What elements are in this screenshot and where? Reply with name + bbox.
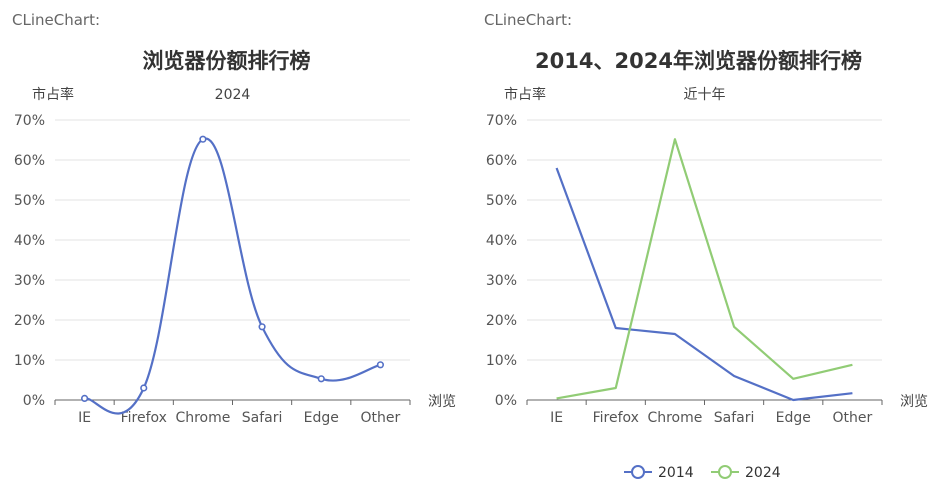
x-tick-label: Other bbox=[833, 410, 873, 426]
y-tick-label: 30% bbox=[486, 273, 517, 289]
panel-caption: CLineChart: bbox=[12, 11, 101, 29]
x-tick-label: IE bbox=[78, 410, 91, 426]
x-tick-label: Edge bbox=[776, 410, 811, 426]
panel-caption: CLineChart: bbox=[484, 11, 573, 29]
y-tick-label: 0% bbox=[495, 393, 517, 409]
x-tick-label: Edge bbox=[304, 410, 339, 426]
y-tick-label: 50% bbox=[486, 193, 517, 209]
y-tick-label: 30% bbox=[14, 273, 45, 289]
legend-label: 2024 bbox=[745, 465, 781, 481]
x-tick-label: Safari bbox=[714, 410, 755, 426]
y-axis-label: 市占率 bbox=[32, 86, 74, 103]
legend-label: 2014 bbox=[658, 465, 694, 481]
x-tick-label: IE bbox=[550, 410, 563, 426]
chart-subtitle: 近十年 bbox=[684, 87, 726, 103]
y-tick-label: 0% bbox=[23, 393, 45, 409]
y-tick-label: 10% bbox=[14, 353, 45, 369]
y-tick-label: 20% bbox=[14, 313, 45, 329]
x-tick-label: Chrome bbox=[647, 410, 702, 426]
series-line bbox=[556, 138, 853, 400]
legend-marker-icon bbox=[718, 465, 732, 479]
x-axis-label: 浏览 bbox=[900, 394, 928, 410]
chart-title: 2014、2024年浏览器份额排行榜 bbox=[535, 49, 862, 73]
chart-subtitle: 2024 bbox=[215, 87, 251, 103]
data-point bbox=[258, 323, 266, 331]
x-axis-label: 浏览 bbox=[428, 394, 456, 410]
chart-panel-left: CLineChart: 浏览器份额排行榜 2024 市占率浏览 0% 10% 20% 30%… bbox=[0, 0, 468, 492]
data-point bbox=[317, 375, 325, 383]
legend-item: 2024 bbox=[711, 465, 781, 481]
series-line bbox=[555, 167, 853, 402]
x-tick-label: Firefox bbox=[593, 410, 639, 426]
y-tick-label: 50% bbox=[14, 193, 45, 209]
data-point bbox=[80, 394, 89, 403]
data-point bbox=[140, 384, 148, 392]
y-tick-label: 10% bbox=[486, 353, 517, 369]
chart-title: 浏览器份额排行榜 bbox=[143, 49, 311, 73]
y-tick-label: 40% bbox=[14, 233, 45, 249]
series-line bbox=[84, 137, 381, 415]
y-tick-label: 60% bbox=[486, 153, 517, 169]
data-point bbox=[199, 135, 207, 143]
y-tick-label: 40% bbox=[486, 233, 517, 249]
chart-panel-right: CLineChart: 2014、2024年浏览器份额排行榜近十年 市占率浏览 0%… bbox=[472, 0, 937, 492]
y-tick-label: 70% bbox=[14, 113, 45, 129]
y-axis-label: 市占率 bbox=[504, 86, 546, 103]
legend-item: 2014 bbox=[624, 465, 694, 481]
x-tick-label: Safari bbox=[242, 410, 283, 426]
y-tick-label: 70% bbox=[486, 113, 517, 129]
legend-marker-icon bbox=[631, 465, 645, 479]
x-tick-label: Firefox bbox=[121, 410, 167, 426]
y-tick-label: 60% bbox=[14, 153, 45, 169]
y-tick-label: 20% bbox=[486, 313, 517, 329]
x-tick-label: Other bbox=[361, 410, 401, 426]
x-tick-label: Chrome bbox=[175, 410, 230, 426]
data-point bbox=[376, 361, 385, 369]
